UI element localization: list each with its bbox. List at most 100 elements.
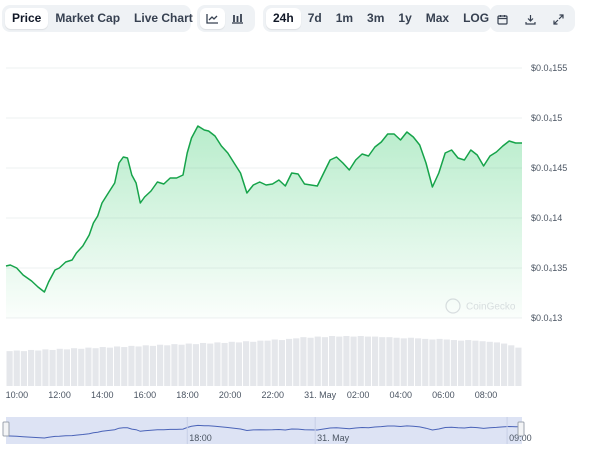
volume-bar	[92, 348, 99, 386]
calendar-button[interactable]	[491, 8, 513, 30]
navigator-line	[6, 424, 522, 439]
navigator-left-handle[interactable]	[2, 421, 10, 437]
navigator[interactable]: 18:00 31. May 09:00	[2, 417, 532, 444]
volume-bar	[243, 341, 250, 386]
volume-bar	[314, 336, 321, 386]
tab-price[interactable]: Price	[5, 8, 49, 29]
range-1y[interactable]: 1y	[398, 11, 412, 25]
volume-bar	[501, 343, 508, 386]
expand-icon	[552, 13, 564, 25]
volume-bar	[379, 337, 386, 386]
volume-bar	[357, 336, 364, 386]
range-7d[interactable]: 7d	[307, 11, 322, 25]
volume-bar	[28, 349, 35, 386]
volume-bar	[235, 342, 242, 386]
price-line	[5, 125, 522, 293]
volume-bar	[508, 345, 515, 386]
y-tick-label: $0.0₄135	[531, 263, 567, 273]
volume-bar	[372, 336, 379, 386]
x-tick-label: 10:00	[6, 390, 29, 400]
volume-bar	[149, 345, 156, 386]
navigator-labels: 18:00 31. May 09:00	[186, 417, 532, 444]
volume-bar	[321, 337, 328, 386]
download-button[interactable]	[519, 8, 541, 30]
x-tick-label: 31. May	[304, 390, 337, 400]
y-tick-label: $0.0₄155	[531, 63, 567, 73]
volume-bar	[63, 349, 70, 386]
volume-bar	[479, 341, 486, 386]
volume-bar	[450, 340, 457, 386]
volume-bar	[343, 336, 350, 386]
tab-market-cap[interactable]: Market Cap	[55, 11, 121, 25]
candlestick-chart-button[interactable]	[225, 8, 250, 29]
navigator-range[interactable]	[6, 417, 522, 444]
x-tick-label: 14:00	[91, 390, 114, 400]
volume-bar	[99, 347, 106, 386]
volume-bar	[493, 342, 500, 386]
log-scale-toggle[interactable]: LOG	[463, 11, 490, 25]
volume-bar	[128, 345, 135, 386]
y-tick-label: $0.0₄13	[531, 313, 562, 323]
volume-bar	[400, 338, 407, 386]
x-tick-label: 12:00	[48, 390, 71, 400]
volume-bar	[207, 343, 214, 386]
x-tick-label: 04:00	[389, 390, 412, 400]
volume-bar	[515, 347, 522, 386]
action-group	[490, 5, 575, 32]
range-3m[interactable]: 3m	[367, 11, 385, 25]
tab-live-chart-label: Live Chart	[134, 11, 193, 25]
line-chart-button[interactable]	[200, 8, 225, 29]
volume-bar	[257, 340, 264, 386]
volume-bar	[78, 348, 85, 386]
calendar-icon	[496, 14, 508, 25]
chart-toolbar: Price Market Cap Live Chart 24h 7d 1m 3m…	[0, 5, 600, 33]
view-type-group	[197, 5, 255, 32]
navigator-right-handle[interactable]	[517, 421, 525, 437]
metric-tab-group: Price Market Cap Live Chart	[2, 5, 207, 32]
volume-bar	[192, 344, 199, 386]
volume-bar	[458, 340, 465, 386]
volume-bar	[300, 337, 307, 386]
navigator-tick-label: 18:00	[189, 433, 212, 443]
volume-bar	[164, 345, 171, 386]
volume-bar	[157, 344, 164, 386]
volume-bar	[350, 336, 357, 386]
volume-bar	[307, 337, 314, 386]
volume-bar	[178, 344, 185, 386]
volume-bar	[429, 339, 436, 386]
volume-bar	[171, 344, 178, 386]
x-tick-label: 18:00	[176, 390, 199, 400]
volume-bar	[293, 338, 300, 386]
range-group: 24h 7d 1m 3m 1y Max LOG	[263, 5, 491, 32]
volume-bar	[472, 340, 479, 386]
volume-bar	[250, 341, 257, 386]
volume-bar	[465, 340, 472, 386]
volume-bar	[20, 351, 27, 386]
fullscreen-button[interactable]	[547, 8, 569, 30]
volume-bar	[336, 336, 343, 386]
volume-bar	[407, 337, 414, 386]
volume-bar	[415, 338, 422, 386]
volume-bar	[200, 342, 207, 386]
volume-bar	[422, 338, 429, 386]
price-area-fill	[6, 126, 522, 318]
volume-bar	[35, 350, 42, 386]
x-tick-label: 02:00	[347, 390, 370, 400]
volume-bar	[42, 349, 49, 386]
range-24h[interactable]: 24h	[266, 8, 301, 29]
range-max[interactable]: Max	[425, 11, 450, 25]
volume-bar	[264, 340, 271, 386]
volume-bar	[221, 342, 228, 386]
range-1m[interactable]: 1m	[335, 11, 354, 25]
volume-bar	[278, 340, 285, 386]
coingecko-watermark: CoinGecko	[445, 298, 516, 314]
coingecko-logo-icon	[445, 298, 461, 314]
x-tick-label: 06:00	[432, 390, 455, 400]
volume-bar	[135, 346, 142, 386]
y-tick-label: $0.0₄145	[531, 163, 567, 173]
volume-bar	[13, 350, 20, 386]
volume-bar	[56, 348, 63, 386]
x-axis-labels: 10:00 12:00 14:00 16:00 18:00 20:00 22:00 31. M…	[6, 390, 498, 400]
navigator-tick-label: 09:00	[509, 433, 532, 443]
